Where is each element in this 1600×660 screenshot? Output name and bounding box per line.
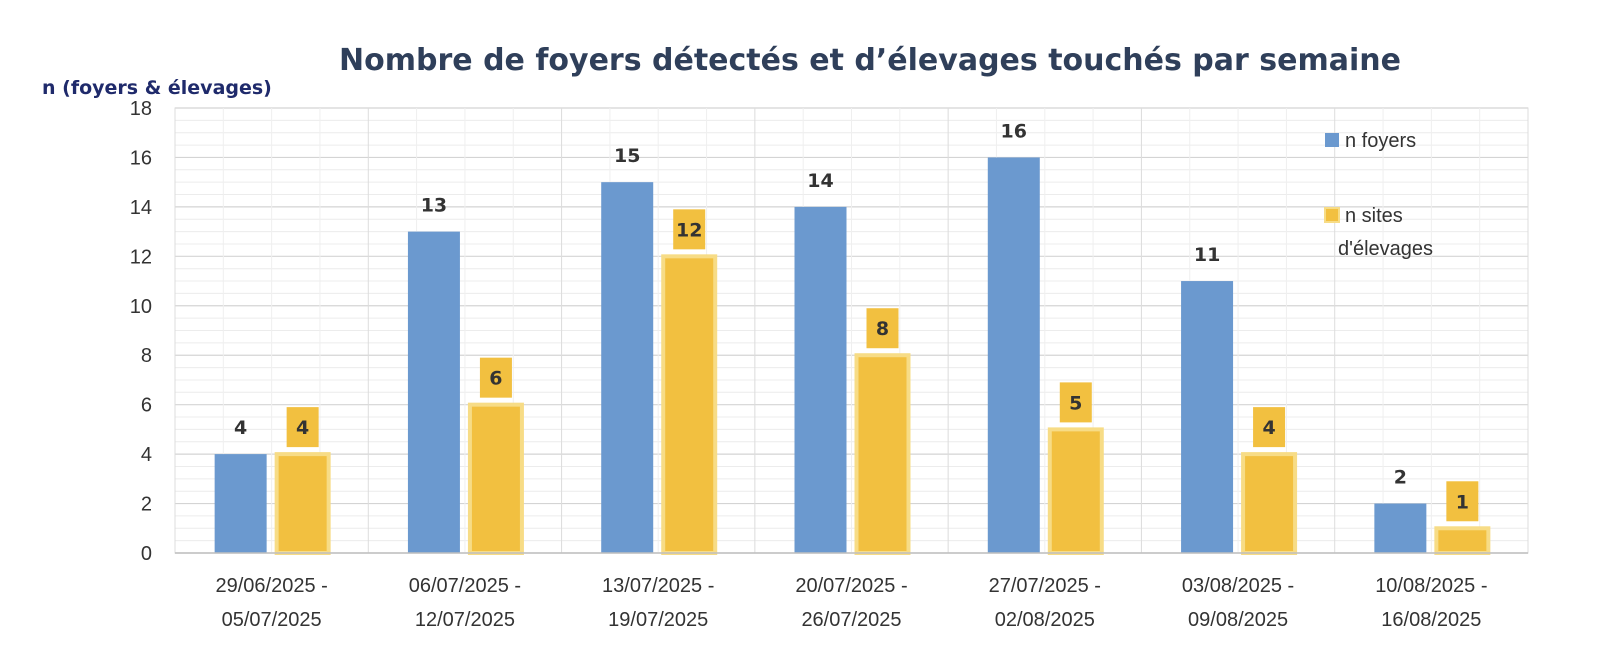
bar-n-foyers bbox=[1181, 281, 1234, 553]
bar-n-sites-elevages bbox=[661, 254, 718, 555]
y-tick-label: 0 bbox=[141, 543, 152, 565]
x-tick-label: 29/06/2025 - bbox=[215, 575, 327, 597]
x-tick-label: 20/07/2025 - bbox=[795, 575, 907, 597]
data-label-n-foyers: 16 bbox=[1001, 120, 1027, 142]
x-tick-label: 06/07/2025 - bbox=[409, 575, 521, 597]
data-label-n-foyers: 14 bbox=[807, 170, 833, 192]
data-label-n-sites: 6 bbox=[489, 368, 502, 390]
x-tick-label: 26/07/2025 bbox=[801, 609, 901, 631]
legend-swatch-n-sites bbox=[1324, 207, 1340, 223]
data-label-n-foyers: 15 bbox=[614, 145, 640, 167]
x-tick-label: 02/08/2025 bbox=[995, 609, 1095, 631]
legend-label-n-sites: d'élevages bbox=[1338, 238, 1433, 260]
data-labels: 4 4 13 6 15 12 14 8 16 5 11 4 2 1 bbox=[234, 120, 1479, 522]
x-tick-label: 10/08/2025 - bbox=[1375, 575, 1487, 597]
bar-n-foyers bbox=[794, 206, 847, 553]
data-label-box bbox=[1446, 481, 1479, 522]
grid bbox=[174, 107, 1529, 554]
data-label-box bbox=[1253, 407, 1286, 448]
bar-n-sites-elevages bbox=[1241, 452, 1298, 555]
y-tick-label: 4 bbox=[141, 444, 152, 466]
y-tick-label: 10 bbox=[130, 296, 152, 318]
data-label-n-foyers: 11 bbox=[1194, 244, 1220, 266]
x-tick-label: 13/07/2025 - bbox=[602, 575, 714, 597]
data-label-box bbox=[286, 407, 319, 448]
bar-n-foyers bbox=[987, 157, 1040, 553]
x-tick-label: 27/07/2025 - bbox=[989, 575, 1101, 597]
bar-n-sites-elevages bbox=[1434, 526, 1491, 555]
data-label-n-sites: 4 bbox=[1262, 417, 1275, 439]
data-label-n-sites: 12 bbox=[676, 219, 702, 241]
x-tick-label: 09/08/2025 bbox=[1188, 609, 1288, 631]
y-tick-label: 18 bbox=[130, 98, 152, 120]
x-tick-label: 12/07/2025 bbox=[415, 609, 515, 631]
legend-label-n-sites: n sites bbox=[1345, 205, 1403, 227]
data-label-n-sites: 5 bbox=[1069, 392, 1082, 414]
data-label-box bbox=[866, 308, 899, 349]
legend-swatch-n-foyers bbox=[1325, 133, 1339, 147]
x-tick-label: 05/07/2025 bbox=[222, 609, 322, 631]
x-tick-label: 03/08/2025 - bbox=[1182, 575, 1294, 597]
bar-n-sites-elevages bbox=[854, 353, 911, 555]
x-tick-label: 16/08/2025 bbox=[1381, 609, 1481, 631]
bar-n-foyers bbox=[601, 182, 654, 553]
bar-n-sites-elevages bbox=[274, 452, 331, 555]
data-label-n-sites: 4 bbox=[296, 417, 309, 439]
bar-n-sites-elevages bbox=[1047, 427, 1104, 555]
bar-n-sites-elevages bbox=[467, 402, 524, 555]
data-label-n-foyers: 13 bbox=[421, 195, 447, 217]
y-tick-label: 8 bbox=[141, 345, 152, 367]
data-label-n-sites: 1 bbox=[1456, 491, 1469, 513]
bar-n-foyers bbox=[214, 454, 267, 553]
y-tick-label: 6 bbox=[141, 395, 152, 417]
y-tick-label: 14 bbox=[130, 197, 152, 219]
bar-n-foyers bbox=[407, 231, 460, 553]
data-label-box bbox=[479, 357, 512, 398]
data-label-box bbox=[673, 209, 706, 250]
bar-n-foyers bbox=[1374, 503, 1427, 553]
data-label-n-foyers: 2 bbox=[1394, 467, 1407, 489]
legend-label-n-foyers: n foyers bbox=[1345, 130, 1416, 152]
y-tick-label: 16 bbox=[130, 147, 152, 169]
x-tick-label: 19/07/2025 bbox=[608, 609, 708, 631]
y-axis-label: n (foyers & élevages) bbox=[42, 77, 272, 99]
data-label-box bbox=[1059, 382, 1092, 423]
y-tick-label: 2 bbox=[141, 494, 152, 516]
data-label-n-sites: 8 bbox=[876, 318, 889, 340]
chart-title: Nombre de foyers détectés et d’élevages … bbox=[339, 43, 1401, 78]
y-tick-label: 12 bbox=[130, 246, 152, 268]
legend: n foyers n sites d'élevages bbox=[1324, 130, 1433, 260]
data-label-n-foyers: 4 bbox=[234, 417, 247, 439]
